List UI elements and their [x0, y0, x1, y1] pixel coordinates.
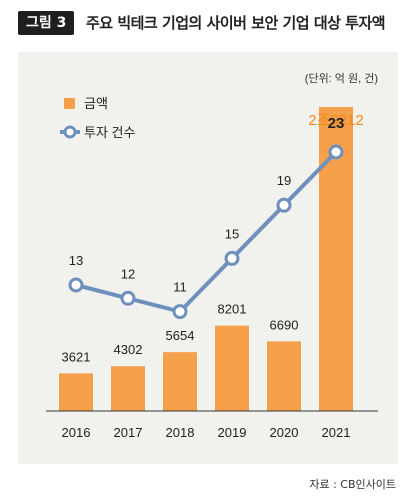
legend-line-label: 투자 건수: [84, 125, 135, 140]
bar-value-label-2017: 4302: [114, 342, 143, 357]
legend-line-marker: [63, 125, 77, 139]
x-tick-label-2016: 2016: [62, 425, 91, 440]
legend-bar-swatch: [64, 98, 75, 109]
unit-note: (단위: 억 원, 건): [305, 72, 378, 85]
legend-bar-label: 금액: [84, 96, 108, 111]
bar-2020: [267, 341, 301, 411]
count-label-2018: 11: [173, 280, 187, 295]
x-tick-label-2019: 2019: [218, 425, 247, 440]
bar-value-label-2018: 5654: [166, 328, 195, 343]
count-label-2019: 15: [225, 226, 239, 241]
count-label-2021: 23: [328, 115, 345, 132]
count-label-2020: 19: [277, 173, 291, 188]
count-series-line: [75, 150, 338, 314]
figure-header: 그림 3 주요 빅테크 기업의 사이버 보안 기업 대상 투자액: [0, 0, 412, 44]
bar-value-label-2019: 8201: [218, 302, 247, 317]
count-point-2018: [172, 304, 188, 320]
bar-2019: [215, 325, 249, 411]
count-point-2017: [120, 290, 136, 306]
figure-label: 그림 3: [18, 11, 75, 35]
source-note: 자료 : CB인사이트: [309, 478, 396, 491]
count-point-2016: [68, 277, 84, 293]
bar-2017: [111, 366, 145, 411]
bar-value-label-2020: 6690: [270, 317, 299, 332]
count-point-2021: [328, 144, 344, 160]
count-label-2017: 12: [121, 266, 135, 281]
bar-2018: [163, 352, 197, 411]
count-label-2016: 13: [69, 253, 83, 268]
x-tick-label-2018: 2018: [166, 425, 195, 440]
count-point-2019: [224, 250, 240, 266]
x-tick-label-2020: 2020: [270, 425, 299, 440]
bar-2016: [59, 373, 93, 411]
x-tick-label-2021: 2021: [322, 425, 351, 440]
x-tick-label-2017: 2017: [114, 425, 143, 440]
bar-value-label-2016: 3621: [62, 349, 91, 364]
count-point-2020: [276, 197, 292, 213]
bar-value-label-2021: 2조9212: [308, 112, 364, 129]
figure-title: 주요 빅테크 기업의 사이버 보안 기업 대상 투자액: [86, 14, 386, 32]
